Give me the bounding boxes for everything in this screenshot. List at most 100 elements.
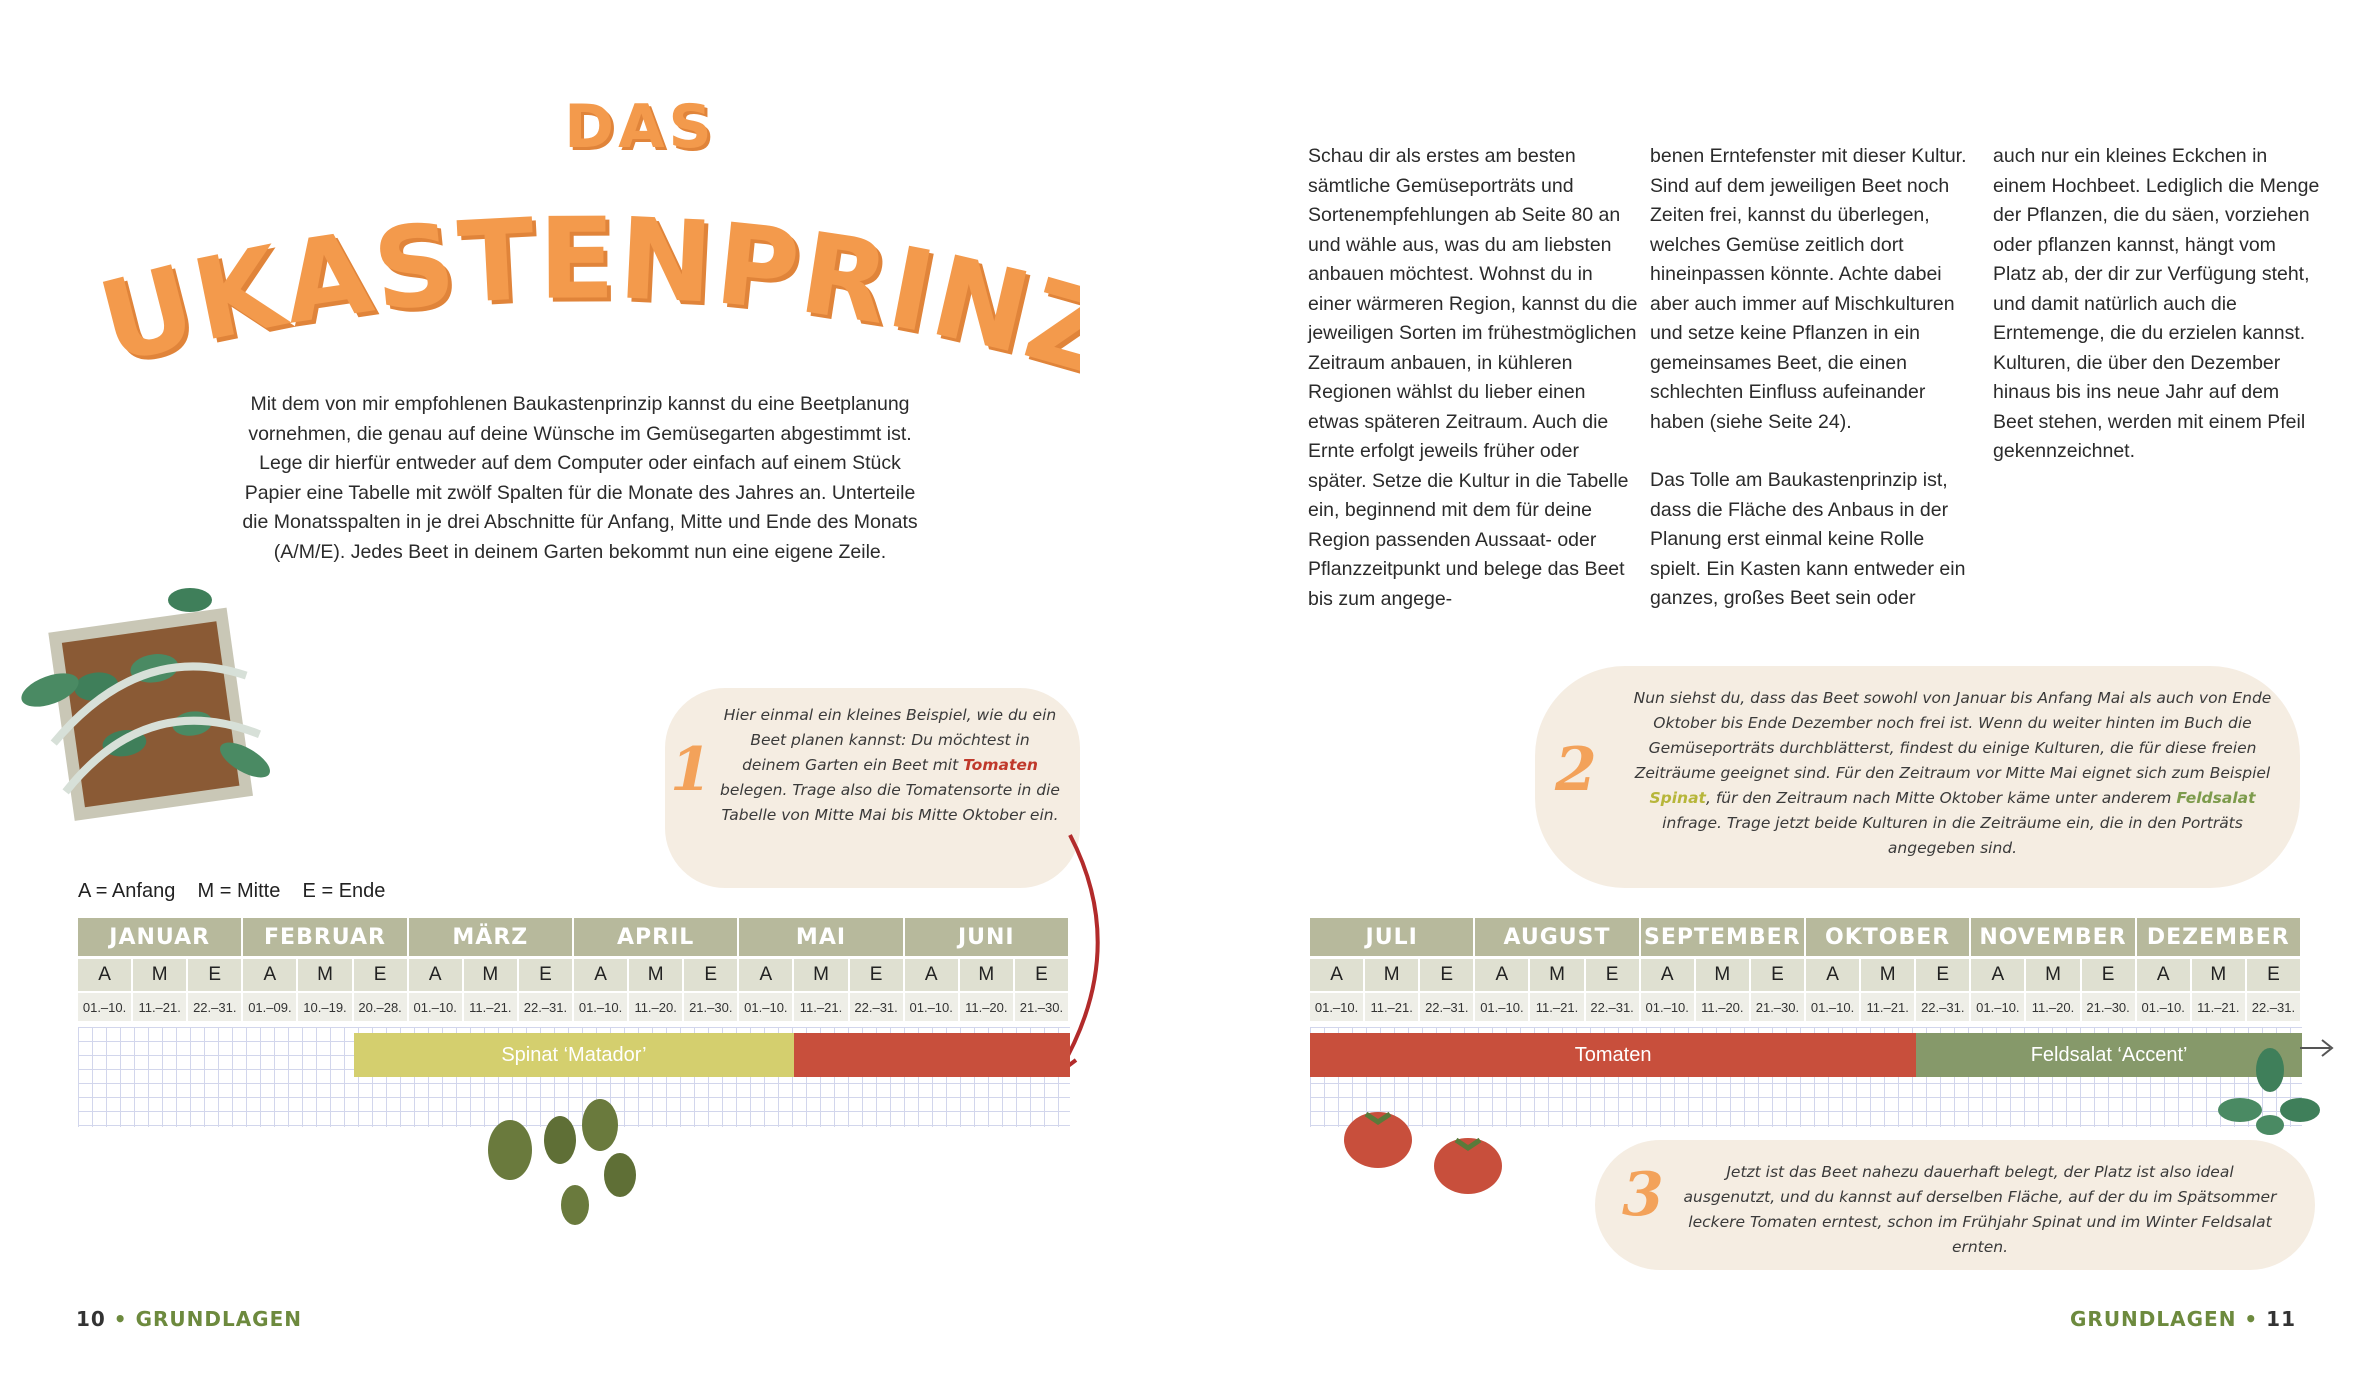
date-cell: 11.–20. xyxy=(2026,993,2080,1021)
legend: A = Anfang M = Mitte E = Ende xyxy=(78,880,386,902)
tip-1-post: belegen. Trage also die Tomatensorte in … xyxy=(720,781,1060,824)
ame-cell: E xyxy=(1014,959,1068,991)
month-cell: MÄRZ xyxy=(408,918,572,956)
ame-cell: M xyxy=(629,959,683,991)
month-cell: AUGUST xyxy=(1475,918,1639,956)
ame-cell: M xyxy=(794,959,848,991)
tip-bubble-2 xyxy=(1535,666,2300,888)
date-cell: 01.–10. xyxy=(739,993,793,1021)
date-cell: 11.–20. xyxy=(1695,993,1749,1021)
ame-cell: M xyxy=(1861,959,1915,991)
planning-table-right: JULI AUGUST SEPTEMBER OKTOBER NOVEMBER D… xyxy=(1310,918,2302,1127)
ame-cell: A xyxy=(1640,959,1694,991)
month-cell: JULI xyxy=(1310,918,1474,956)
bed-grid-right: Tomaten Feldsalat ‘Accent’ xyxy=(1310,1027,2302,1127)
tip-1-pre: Hier einmal ein kleines Beispiel, wie du… xyxy=(723,706,1057,774)
footer-left: 10 • GRUNDLAGEN xyxy=(76,1307,302,1331)
date-cell: 01.–10. xyxy=(78,993,132,1021)
month-cell: OKTOBER xyxy=(1805,918,1970,956)
tomatoes-illustration xyxy=(1340,1100,1520,1205)
ame-cell: A xyxy=(1310,959,1364,991)
dates-row: 01.–10. 11.–21. 22.–31. 01.–10. 11.–21. … xyxy=(1310,993,2302,1021)
month-cell: SEPTEMBER xyxy=(1640,918,1804,956)
ame-cell: M xyxy=(2026,959,2080,991)
ame-cell: A xyxy=(904,959,958,991)
ame-cell: E xyxy=(353,959,407,991)
ame-cell: E xyxy=(2246,959,2300,991)
title-das: DAS xyxy=(564,92,716,162)
date-cell: 01.–10. xyxy=(904,993,958,1021)
text-column-3: auch nur ein kleines Eckchen in einem Ho… xyxy=(1993,142,2323,496)
date-cell: 01.–10. xyxy=(408,993,462,1021)
ame-cell: M xyxy=(1530,959,1584,991)
ame-cell: M xyxy=(959,959,1013,991)
ame-cell: A xyxy=(408,959,462,991)
date-cell: 01.–10. xyxy=(1310,993,1364,1021)
schedule-bar: Spinat ‘Matador’ xyxy=(353,1033,795,1077)
intro-text: Mit dem von mir empfohlenen Baukastenpri… xyxy=(242,393,918,563)
date-cell: 22.–31. xyxy=(2246,993,2300,1021)
schedule-bar: Feldsalat ‘Accent’ xyxy=(1916,1033,2302,1077)
footer-right: GRUNDLAGEN • 11 xyxy=(2070,1307,2296,1331)
month-cell: DEZEMBER xyxy=(2136,918,2300,956)
ame-cell: A xyxy=(739,959,793,991)
ame-cell: M xyxy=(2191,959,2245,991)
schedule-bar: Tomaten xyxy=(1310,1033,1917,1077)
date-cell: 22.–31. xyxy=(188,993,242,1021)
date-cell: 20.–28. xyxy=(353,993,407,1021)
ame-cell: A xyxy=(573,959,628,991)
date-cell: 01.–09. xyxy=(243,993,297,1021)
column-1-text: Schau dir als erstes am besten sämtliche… xyxy=(1308,145,1638,610)
dates-row: 01.–10. 11.–21. 22.–31. 01.–09. 10.–19. … xyxy=(78,993,1070,1021)
ame-cell: E xyxy=(518,959,572,991)
column-2a-text: benen Erntefenster mit dieser Kultur. Si… xyxy=(1650,145,1967,433)
date-cell: 21.–30. xyxy=(684,993,738,1021)
ame-cell: E xyxy=(188,959,242,991)
page-number-left: 10 xyxy=(76,1307,106,1331)
lambs-lettuce-illustration xyxy=(2200,1040,2330,1155)
date-cell: 11.–21. xyxy=(1530,993,1584,1021)
tip-2-pre: Nun siehst du, dass das Beet sowohl von … xyxy=(1633,689,2272,782)
date-cell: 01.–10. xyxy=(1971,993,2025,1021)
ame-cell: A xyxy=(243,959,297,991)
date-cell: 01.–10. xyxy=(573,993,628,1021)
date-cell: 11.–21. xyxy=(2191,993,2245,1021)
date-cell: 22.–31. xyxy=(849,993,903,1021)
date-cell: 10.–19. xyxy=(298,993,352,1021)
planning-table-left: JANUAR FEBRUAR MÄRZ APRIL MAI JUNI A M E… xyxy=(78,918,1070,1127)
ame-cell: E xyxy=(1585,959,1639,991)
step-number-1: 1 xyxy=(670,735,712,805)
date-cell: 22.–31. xyxy=(1585,993,1639,1021)
date-cell: 11.–21. xyxy=(1861,993,1915,1021)
schedule-bar xyxy=(794,1033,1070,1077)
step-number-3: 3 xyxy=(1622,1160,1664,1230)
ame-cell: M xyxy=(1695,959,1749,991)
ame-cell: A xyxy=(1971,959,2025,991)
tip-text-3: Jetzt ist das Beet nahezu dauerhaft bele… xyxy=(1683,1163,2277,1256)
raised-bed-illustration xyxy=(10,580,280,845)
date-cell: 11.–21. xyxy=(794,993,848,1021)
tip-2-mid: , für den Zeitraum nach Mitte Oktober kä… xyxy=(1705,789,2177,807)
tip-1-highlight: Tomaten xyxy=(963,756,1038,774)
ame-cell: A xyxy=(1805,959,1860,991)
text-column-1: Schau dir als erstes am besten sämtliche… xyxy=(1308,142,1638,643)
date-cell: 01.–10. xyxy=(1640,993,1694,1021)
ame-cell: M xyxy=(298,959,352,991)
ame-cell: E xyxy=(1420,959,1474,991)
tip-bubble-3 xyxy=(1595,1140,2315,1270)
tip-2-highlight-2: Feldsalat xyxy=(2176,789,2256,807)
ame-cell: A xyxy=(2136,959,2190,991)
month-cell: APRIL xyxy=(573,918,738,956)
ame-cell: E xyxy=(1750,959,1804,991)
ame-cell: E xyxy=(2081,959,2135,991)
ame-cell: M xyxy=(1365,959,1419,991)
date-cell: 11.–21. xyxy=(463,993,517,1021)
tip-2-post: infrage. Trage jetzt beide Kulturen in d… xyxy=(1662,814,2243,857)
continue-arrow xyxy=(2300,1036,2340,1065)
ame-cell: A xyxy=(1475,959,1529,991)
date-cell: 11.–20. xyxy=(629,993,683,1021)
month-cell: FEBRUAR xyxy=(243,918,407,956)
page-number-right: 11 xyxy=(2266,1307,2296,1331)
ame-cell: E xyxy=(849,959,903,991)
date-cell: 21.–30. xyxy=(2081,993,2135,1021)
